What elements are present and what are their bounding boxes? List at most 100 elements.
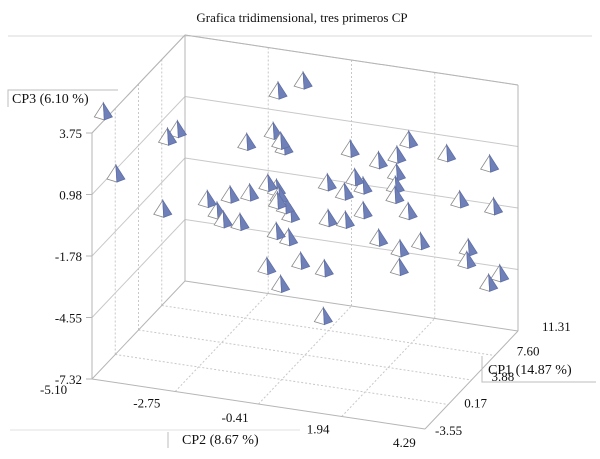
data-point [240,182,260,202]
point-face [446,143,457,163]
point-face [450,189,462,209]
point-face [222,209,233,229]
data-point [398,201,418,221]
data-point [313,306,333,326]
point-face [362,175,373,195]
x-tick-label: 4.29 [393,435,416,450]
y-tick-label: 7.60 [517,344,540,359]
data-point [257,256,277,276]
data-point [399,129,419,149]
point-face [240,182,252,202]
y-tick-label: 0.17 [464,396,487,411]
point-face [420,231,431,251]
data-point [479,272,499,292]
data-point [318,208,338,228]
y-axis-line [424,330,519,430]
x-tick-label: 1.94 [307,422,330,437]
point-face [362,200,373,220]
point-face [157,127,169,146]
point-face [395,162,407,182]
data-point [457,250,477,270]
point-face [489,153,500,173]
data-point [483,196,504,216]
data-point [157,126,178,146]
x-tick-label: -5.10 [40,382,67,397]
data-point [369,227,389,247]
point-face [176,119,187,139]
point-face [318,208,330,228]
point-face [246,131,257,152]
point-face [344,209,355,229]
point-face [275,221,286,241]
point-face [396,144,407,164]
point-face [493,196,504,216]
z-tick-label: -4.55 [55,311,82,326]
point-face [197,189,209,209]
point-face [483,196,495,216]
floor-gridline [138,329,472,381]
data-point [340,138,360,158]
point-face [317,172,329,192]
point-face [271,274,283,293]
point-face [239,212,250,232]
data-point [291,250,311,270]
point-face [335,210,347,229]
data-point [197,189,217,209]
point-face [313,306,325,326]
y-tick-label: -3.55 [435,423,462,438]
data-point [271,273,291,294]
data-point [271,130,291,150]
point-face [343,181,354,201]
point-face [263,121,275,140]
point-face [467,237,478,257]
data-point [106,163,126,183]
point-face [162,198,173,218]
data-point [237,131,257,152]
point-face [394,185,405,205]
data-point [437,143,457,163]
box-edges [91,34,519,430]
data-point [267,190,288,210]
z-tick-label: 0.98 [59,188,82,203]
z-axis-title-box: CP3 (6.10 %) [7,89,118,107]
point-face [277,80,288,100]
data-point [387,144,407,164]
point-face [399,129,411,149]
point-face [314,258,326,278]
point-face [267,172,278,193]
data-point [93,101,113,121]
point-face [437,143,449,163]
point-face [378,227,389,247]
data-point [213,209,233,229]
y-tick-label: 3.88 [492,369,515,384]
data-point [317,172,337,192]
point-face [488,272,499,292]
point-face [399,238,410,258]
point-face [288,227,299,247]
point-face [345,167,357,187]
point-face [230,212,242,232]
point-face [257,256,269,276]
point-face [291,251,303,270]
point-face [407,201,418,221]
box-edge [91,280,186,380]
data-points [93,70,510,326]
z-tick-label: -1.78 [55,249,82,264]
point-face [276,190,288,210]
point-face [334,181,346,201]
point-face [354,167,365,187]
z-axis-ticks: -7.32 -4.55 -1.78 0.98 3.75 [55,126,92,387]
gridlines [91,34,519,417]
point-face [322,306,333,326]
y-tick-label: 11.31 [542,319,571,334]
point-face [266,256,277,276]
data-point [335,209,355,229]
x-axis-line [91,378,426,430]
data-point [153,198,173,218]
floor-gridline [258,305,352,405]
point-face [398,201,410,221]
x-axis-ticks: -5.10 -2.75 -0.41 1.94 4.29 [40,382,416,450]
data-point [334,181,354,201]
